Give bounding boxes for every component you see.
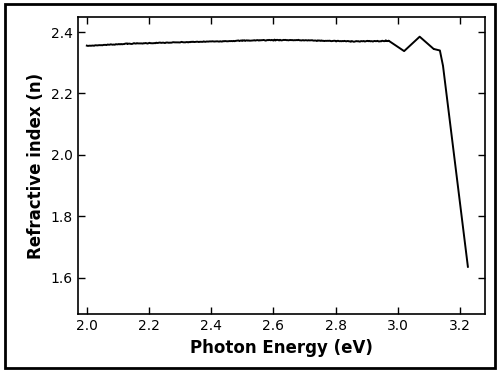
Y-axis label: Refractive index (n): Refractive index (n) (27, 73, 45, 259)
X-axis label: Photon Energy (eV): Photon Energy (eV) (190, 339, 372, 357)
